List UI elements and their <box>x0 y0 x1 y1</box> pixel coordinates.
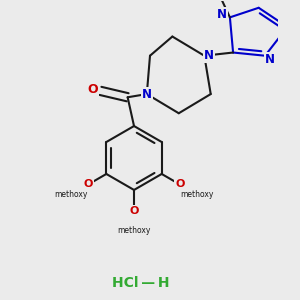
Text: N: N <box>217 8 227 21</box>
Text: N: N <box>265 53 275 66</box>
Text: O: O <box>84 179 93 189</box>
Text: O: O <box>175 179 184 189</box>
Text: methoxy: methoxy <box>117 226 151 235</box>
Text: O: O <box>129 206 139 216</box>
Text: N: N <box>142 88 152 100</box>
Text: methoxy: methoxy <box>55 190 88 199</box>
Text: O: O <box>87 83 98 96</box>
Text: N: N <box>204 49 214 62</box>
Text: HCl — H: HCl — H <box>112 276 169 289</box>
Text: methoxy: methoxy <box>180 190 214 199</box>
